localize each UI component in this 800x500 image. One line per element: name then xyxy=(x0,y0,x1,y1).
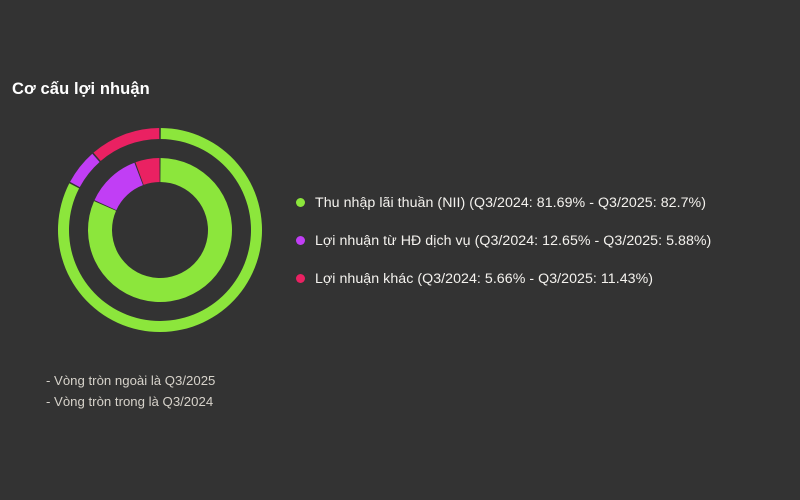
legend-item-nii[interactable]: Thu nhập lãi thuần (NII) (Q3/2024: 81.69… xyxy=(296,188,792,217)
inner-ring-q3-2024 xyxy=(87,158,233,302)
chart-legend: Thu nhập lãi thuần (NII) (Q3/2024: 81.69… xyxy=(296,188,792,302)
page-title: Cơ cấu lợi nhuận xyxy=(12,80,150,98)
legend-label-other: Lợi nhuận khác (Q3/2024: 5.66% - Q3/2025… xyxy=(315,270,654,287)
legend-item-other[interactable]: Lợi nhuận khác (Q3/2024: 5.66% - Q3/2025… xyxy=(296,264,792,293)
footnote-inner-ring: - Vòng tròn trong là Q3/2024 xyxy=(46,394,214,409)
donut-slice[interactable] xyxy=(93,128,160,162)
donut-slice[interactable] xyxy=(70,153,100,188)
outer-ring-q3-2025 xyxy=(58,128,262,332)
donut-slice[interactable] xyxy=(135,158,160,185)
donut-slice[interactable] xyxy=(87,158,233,302)
footnote-outer-ring: - Vòng tròn ngoài là Q3/2025 xyxy=(46,373,216,388)
legend-dot-nii xyxy=(296,198,305,207)
legend-dot-other xyxy=(296,274,305,283)
donut-slice[interactable] xyxy=(94,162,143,211)
legend-label-nii: Thu nhập lãi thuần (NII) (Q3/2024: 81.69… xyxy=(315,194,706,211)
profit-structure-donut-chart[interactable] xyxy=(58,128,262,332)
legend-dot-service xyxy=(296,236,305,245)
chart-footnotes: - Vòng tròn ngoài là Q3/2025 - Vòng tròn… xyxy=(46,370,215,412)
legend-item-service[interactable]: Lợi nhuận từ HĐ dịch vụ (Q3/2024: 12.65%… xyxy=(296,226,792,255)
legend-label-service: Lợi nhuận từ HĐ dịch vụ (Q3/2024: 12.65%… xyxy=(315,232,712,249)
